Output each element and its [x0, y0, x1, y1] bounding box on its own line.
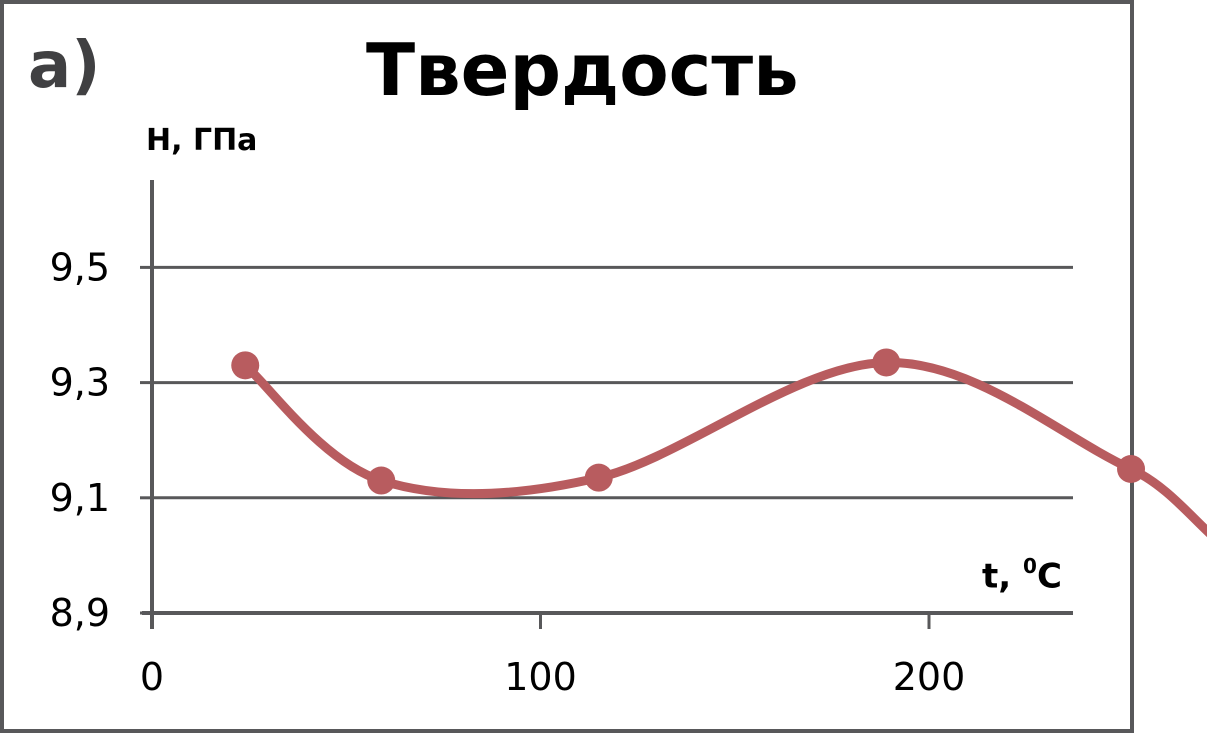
y-tick-label-0: 8,9 — [50, 591, 110, 635]
chart-title: Твердость — [366, 28, 799, 112]
x-axis-label-unit: C — [1036, 556, 1062, 597]
y-tick-label-1: 9,1 — [50, 476, 110, 520]
chart-frame — [0, 0, 1134, 733]
x-tick-label-1: 100 — [504, 655, 577, 699]
data-point-2 — [584, 463, 613, 492]
y-axis-label: H, ГПа — [146, 123, 258, 158]
x-axis-label-degree: 0 — [1023, 554, 1037, 578]
panel-label: а) — [28, 29, 101, 103]
series-line-0 — [240, 357, 1207, 538]
y-tick-label-3: 9,5 — [50, 245, 110, 289]
data-point-4 — [1117, 455, 1146, 483]
tick-labels: 8,99,19,39,50100200300400 — [50, 245, 966, 699]
y-tick-label-2: 9,3 — [50, 361, 110, 405]
axes — [140, 180, 1073, 629]
x-tick-label-0: 0 — [140, 655, 164, 699]
x-axis-label-text: t, — [982, 556, 1024, 597]
x-tick-label-2: 200 — [893, 655, 966, 699]
x-axis-label: t, 0C — [982, 556, 1062, 597]
data-point-0 — [231, 351, 260, 380]
data-point-3 — [872, 348, 901, 377]
series — [231, 348, 1207, 538]
grid-lines — [152, 265, 1073, 500]
data-point-1 — [367, 466, 396, 495]
